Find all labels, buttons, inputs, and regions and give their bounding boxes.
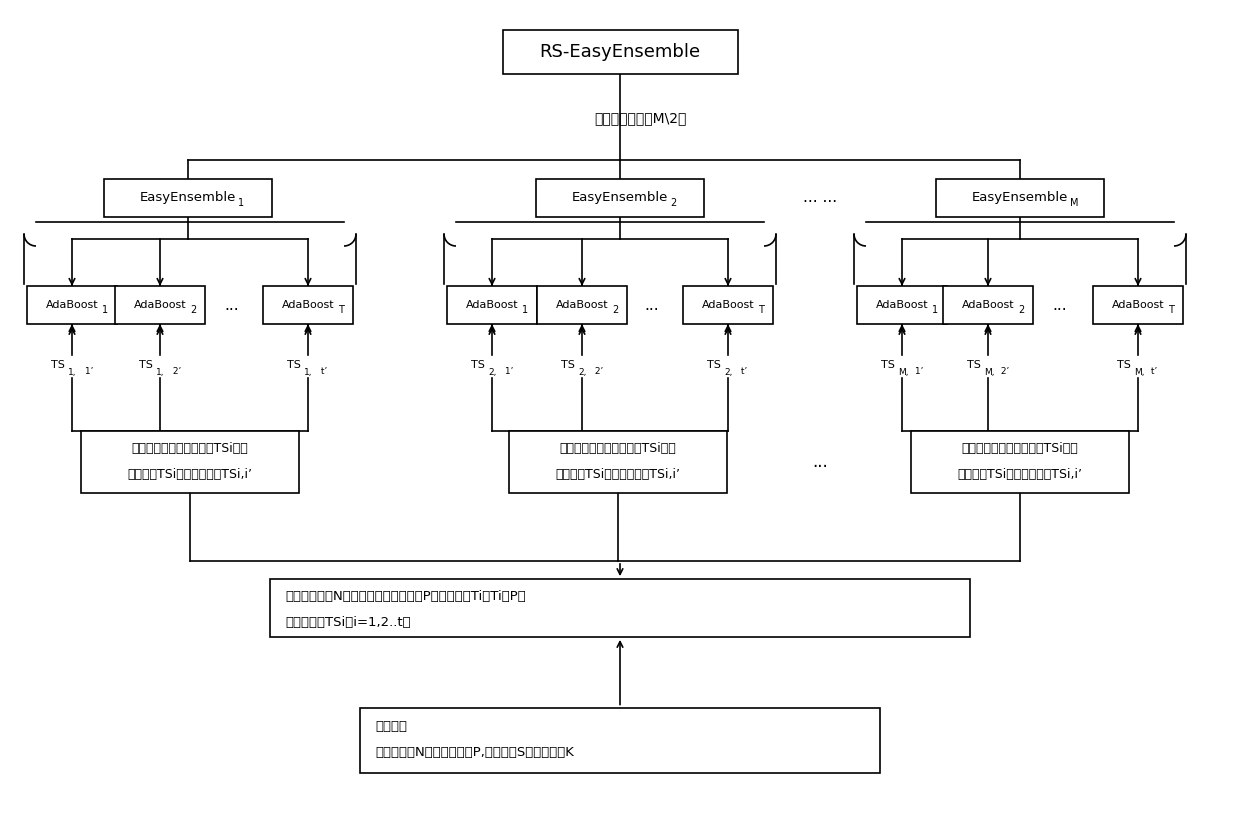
Text: 1: 1: [932, 305, 939, 315]
Text: 随机采样创建特征子空间TSi，映: 随机采样创建特征子空间TSi，映: [962, 442, 1079, 456]
Bar: [857, 286, 947, 324]
Text: AdaBoost: AdaBoost: [46, 300, 98, 310]
Bar: [537, 286, 627, 324]
Text: 2’: 2’: [998, 368, 1009, 376]
Bar: [1092, 286, 1183, 324]
Text: ...: ...: [224, 298, 239, 313]
Text: T: T: [758, 305, 764, 315]
Text: TS: TS: [967, 360, 981, 370]
Text: 2: 2: [1018, 305, 1024, 315]
Text: 1,: 1,: [156, 368, 165, 376]
Text: TS: TS: [882, 360, 895, 370]
Text: TS: TS: [288, 360, 301, 370]
Text: AdaBoost: AdaBoost: [556, 300, 609, 310]
Bar: [446, 286, 537, 324]
Text: AdaBoost: AdaBoost: [1112, 300, 1164, 310]
Text: EasyEnsemble: EasyEnsemble: [572, 191, 668, 205]
Text: t’: t’: [317, 368, 327, 376]
Text: 1,: 1,: [68, 368, 77, 376]
Text: T: T: [339, 305, 343, 315]
Text: 射到集合TSi上，得到集合TSi,i’: 射到集合TSi上，得到集合TSi,i’: [957, 468, 1083, 482]
Text: AdaBoost: AdaBoost: [962, 300, 1014, 310]
Text: 1: 1: [522, 305, 528, 315]
Text: EasyEnsemble: EasyEnsemble: [140, 191, 236, 205]
Text: T: T: [1168, 305, 1174, 315]
Bar: [502, 30, 738, 74]
Text: 随机采样创建特征子空间TSi，映: 随机采样创建特征子空间TSi，映: [131, 442, 248, 456]
Bar: [115, 286, 205, 324]
Text: 2: 2: [190, 305, 196, 315]
Text: 随机采样创建特征子空间TSi，映: 随机采样创建特征子空间TSi，映: [559, 442, 676, 456]
Text: RS-EasyEnsemble: RS-EasyEnsemble: [539, 43, 701, 61]
Text: ...: ...: [645, 298, 660, 313]
Text: TS: TS: [560, 360, 575, 370]
Text: AdaBoost: AdaBoost: [466, 300, 518, 310]
Text: AdaBoost: AdaBoost: [875, 300, 929, 310]
Text: M,: M,: [898, 368, 909, 376]
Text: 射到集合TSi上，得到集合TSi,i’: 射到集合TSi上，得到集合TSi,i’: [556, 468, 681, 482]
Text: M,: M,: [1135, 368, 1145, 376]
Text: 2: 2: [613, 305, 619, 315]
Text: 2,: 2,: [724, 368, 733, 376]
Bar: [508, 431, 727, 493]
Text: AdaBoost: AdaBoost: [134, 300, 186, 310]
Text: TS: TS: [51, 360, 64, 370]
Text: 2: 2: [670, 198, 676, 208]
Bar: [81, 431, 299, 493]
Text: 2,: 2,: [578, 368, 587, 376]
Text: TS: TS: [471, 360, 485, 370]
Text: 1’: 1’: [502, 368, 513, 376]
Text: 1: 1: [102, 305, 108, 315]
Text: 多数类集合N，少数类集合P,特征空间S，特征数盪K: 多数类集合N，少数类集合P,特征空间S，特征数盪K: [374, 746, 574, 758]
Text: 并得到集合TSi（i=1,2..t）: 并得到集合TSi（i=1,2..t）: [285, 615, 410, 629]
Text: ... ...: ... ...: [804, 191, 837, 206]
Bar: [270, 579, 970, 637]
Text: 训练集：: 训练集：: [374, 720, 407, 732]
Text: ...: ...: [1053, 298, 1068, 313]
Bar: [263, 286, 353, 324]
Text: 射到集合TSi上，得到集合TSi,i’: 射到集合TSi上，得到集合TSi,i’: [128, 468, 253, 482]
Text: AdaBoost: AdaBoost: [281, 300, 335, 310]
Text: 1: 1: [238, 198, 244, 208]
Text: EasyEnsemble: EasyEnsemble: [972, 191, 1068, 205]
Bar: [936, 179, 1104, 217]
Bar: [942, 286, 1033, 324]
Text: M: M: [1070, 198, 1079, 208]
Bar: [27, 286, 117, 324]
Text: t’: t’: [1148, 368, 1157, 376]
Bar: [536, 179, 704, 217]
Text: 将多数类集合N分成个大小等于少数类P的互斥子集Ti，Ti和P取: 将多数类集合N分成个大小等于少数类P的互斥子集Ti，Ti和P取: [285, 589, 526, 603]
Text: 1’: 1’: [911, 368, 924, 376]
Text: TS: TS: [139, 360, 153, 370]
Text: t’: t’: [738, 368, 748, 376]
Text: 2’: 2’: [591, 368, 603, 376]
Text: ...: ...: [812, 453, 828, 471]
Text: TS: TS: [1117, 360, 1131, 370]
Text: 选择其中最好的M\2个: 选择其中最好的M\2个: [594, 111, 686, 125]
Text: 1’: 1’: [82, 368, 93, 376]
Bar: [360, 707, 880, 772]
Text: 1,: 1,: [304, 368, 312, 376]
Bar: [683, 286, 773, 324]
Text: 2’: 2’: [170, 368, 181, 376]
Bar: [911, 431, 1128, 493]
Text: 2,: 2,: [489, 368, 496, 376]
Text: AdaBoost: AdaBoost: [702, 300, 754, 310]
Text: M,: M,: [985, 368, 994, 376]
Bar: [104, 179, 272, 217]
Text: TS: TS: [707, 360, 720, 370]
